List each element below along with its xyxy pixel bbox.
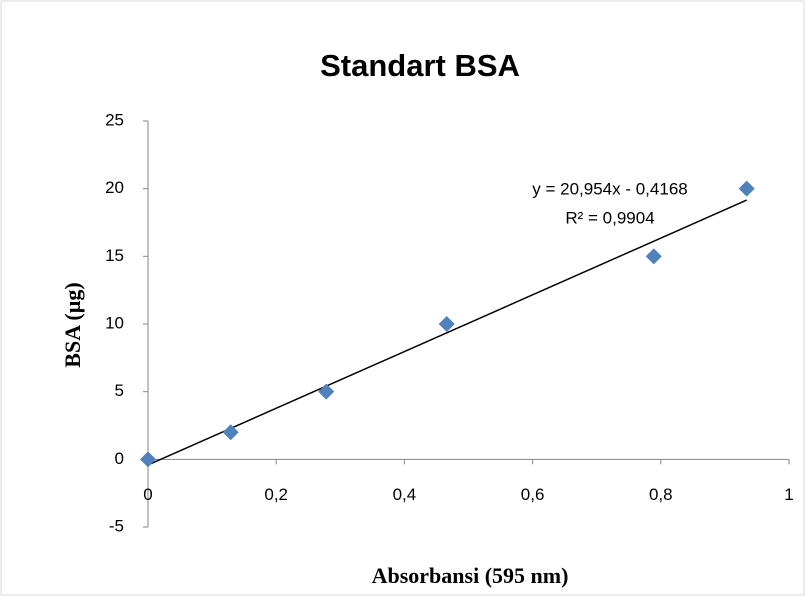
- y-tick-label: 20: [105, 178, 124, 197]
- trendline-equation: y = 20,954x - 0,4168: [532, 179, 687, 198]
- x-axis-title: Absorbansi (595 nm): [372, 563, 569, 588]
- y-tick-label: 0: [115, 449, 124, 468]
- trendline-r-squared: R² = 0,9904: [565, 208, 654, 227]
- chart: Standart BSA Absorbansi (595 nm) BSA (µg…: [0, 0, 805, 596]
- chart-border: [1, 1, 804, 595]
- x-tick-label: 0,8: [649, 485, 673, 504]
- x-tick-label: 0: [143, 485, 152, 504]
- y-tick-label: 25: [105, 110, 124, 129]
- y-tick-label: 5: [115, 381, 124, 400]
- y-tick-label: 10: [105, 313, 124, 332]
- x-tick-label: 0,6: [521, 485, 545, 504]
- y-tick-label: 15: [105, 246, 124, 265]
- y-axis-title: BSA (µg): [60, 282, 85, 367]
- x-tick-label: 0,2: [264, 485, 288, 504]
- chart-title: Standart BSA: [320, 48, 520, 83]
- x-tick-label: 0,4: [393, 485, 417, 504]
- x-tick-label: 1: [784, 485, 793, 504]
- y-tick-label: -5: [109, 516, 124, 535]
